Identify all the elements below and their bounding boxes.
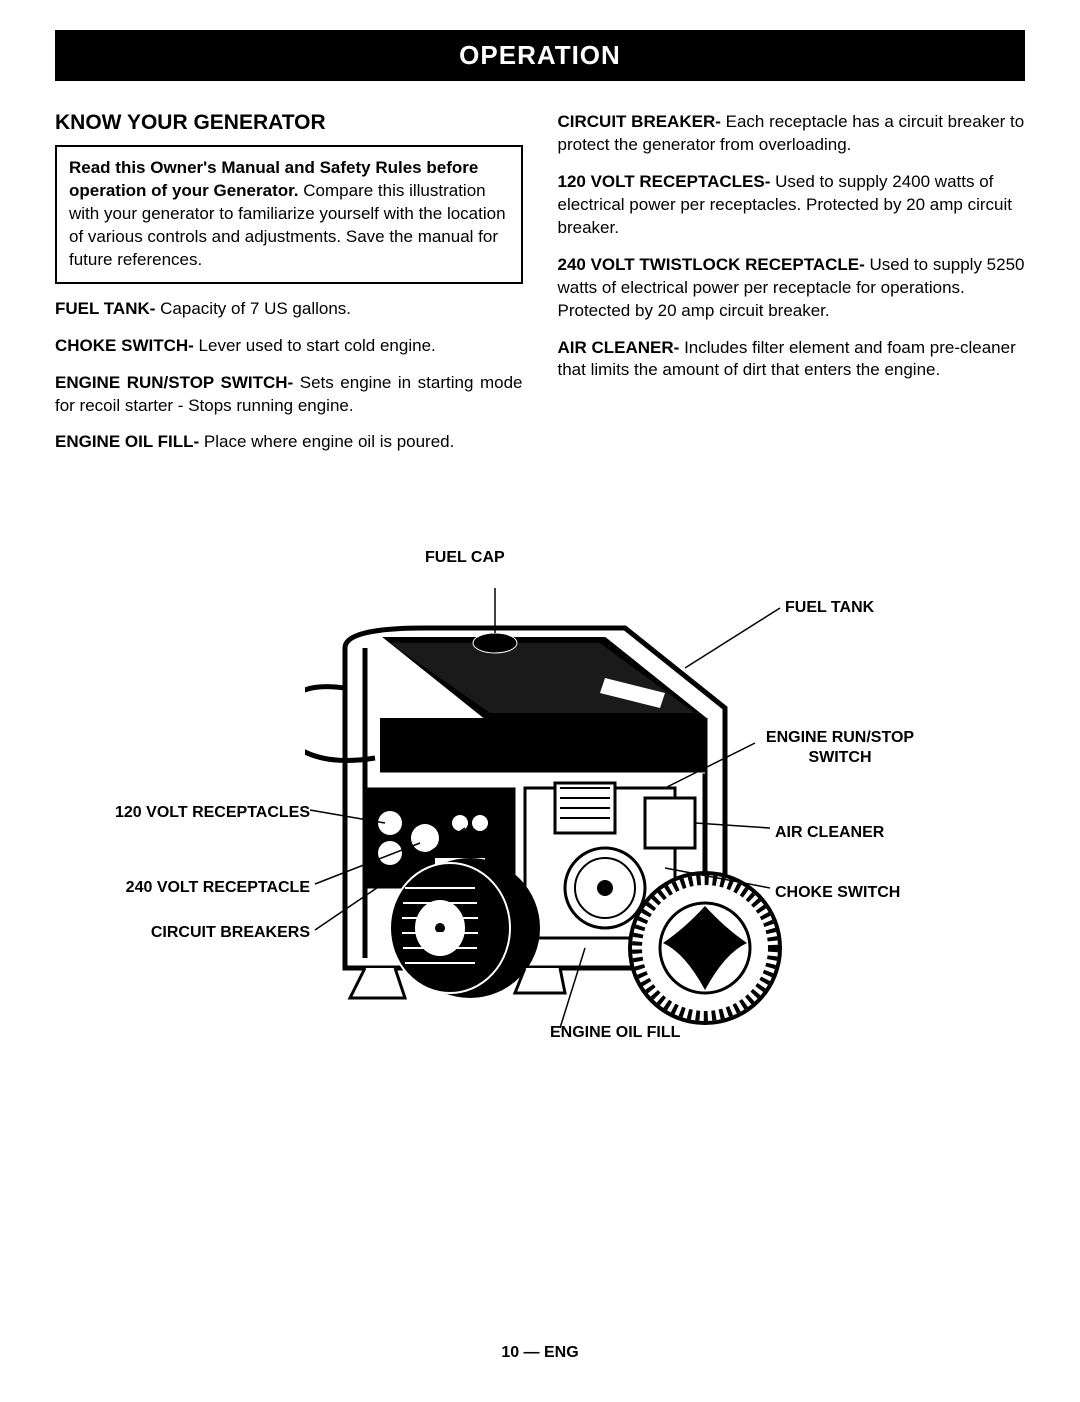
label-120v: 120 VOLT RECEPTACLES bbox=[90, 803, 310, 822]
term: FUEL TANK- bbox=[55, 299, 155, 318]
definition-item: AIR CLEANER- Includes filter element and… bbox=[558, 337, 1026, 383]
definition-item: 240 VOLT TWISTLOCK RECEPTACLE- Used to s… bbox=[558, 254, 1026, 323]
term: ENGINE RUN/STOP SWITCH- bbox=[55, 373, 293, 392]
term: ENGINE OIL FILL- bbox=[55, 432, 199, 451]
definition-item: 120 VOLT RECEPTACLES- Used to supply 240… bbox=[558, 171, 1026, 240]
term: AIR CLEANER- bbox=[558, 338, 680, 357]
label-air-cleaner: AIR CLEANER bbox=[775, 823, 884, 842]
right-column: CIRCUIT BREAKER- Each receptacle has a c… bbox=[558, 111, 1026, 468]
definition-item: FUEL TANK- Capacity of 7 US gallons. bbox=[55, 298, 523, 321]
label-fuel-tank: FUEL TANK bbox=[785, 598, 874, 617]
desc: Place where engine oil is poured. bbox=[199, 432, 454, 451]
desc: Lever used to start cold engine. bbox=[194, 336, 436, 355]
two-column-layout: KNOW YOUR GENERATOR Read this Owner's Ma… bbox=[55, 111, 1025, 468]
section-title: KNOW YOUR GENERATOR bbox=[55, 111, 523, 135]
term: 240 VOLT TWISTLOCK RECEPTACLE- bbox=[558, 255, 865, 274]
label-240v: 240 VOLT RECEPTACLE bbox=[90, 878, 310, 897]
definition-item: ENGINE OIL FILL- Place where engine oil … bbox=[55, 431, 523, 454]
definition-item: CHOKE SWITCH- Lever used to start cold e… bbox=[55, 335, 523, 358]
label-circuit-breakers: CIRCUIT BREAKERS bbox=[130, 923, 310, 942]
label-fuel-cap: FUEL CAP bbox=[425, 548, 505, 567]
desc: Capacity of 7 US gallons. bbox=[155, 299, 351, 318]
generator-illustration bbox=[305, 588, 785, 1058]
definition-item: CIRCUIT BREAKER- Each receptacle has a c… bbox=[558, 111, 1026, 157]
notice-box: Read this Owner's Manual and Safety Rule… bbox=[55, 145, 523, 284]
generator-diagram: FUEL CAP FUEL TANK ENGINE RUN/STOP SWITC… bbox=[55, 548, 1025, 1168]
section-header-bar: OPERATION bbox=[55, 30, 1025, 81]
term: CHOKE SWITCH- bbox=[55, 336, 194, 355]
label-choke-switch: CHOKE SWITCH bbox=[775, 883, 900, 902]
term: 120 VOLT RECEPTACLES- bbox=[558, 172, 771, 191]
left-column: KNOW YOUR GENERATOR Read this Owner's Ma… bbox=[55, 111, 523, 468]
definition-item: ENGINE RUN/STOP SWITCH- Sets engine in s… bbox=[55, 372, 523, 418]
term: CIRCUIT BREAKER- bbox=[558, 112, 721, 131]
page-number: 10 — ENG bbox=[0, 1344, 1080, 1362]
